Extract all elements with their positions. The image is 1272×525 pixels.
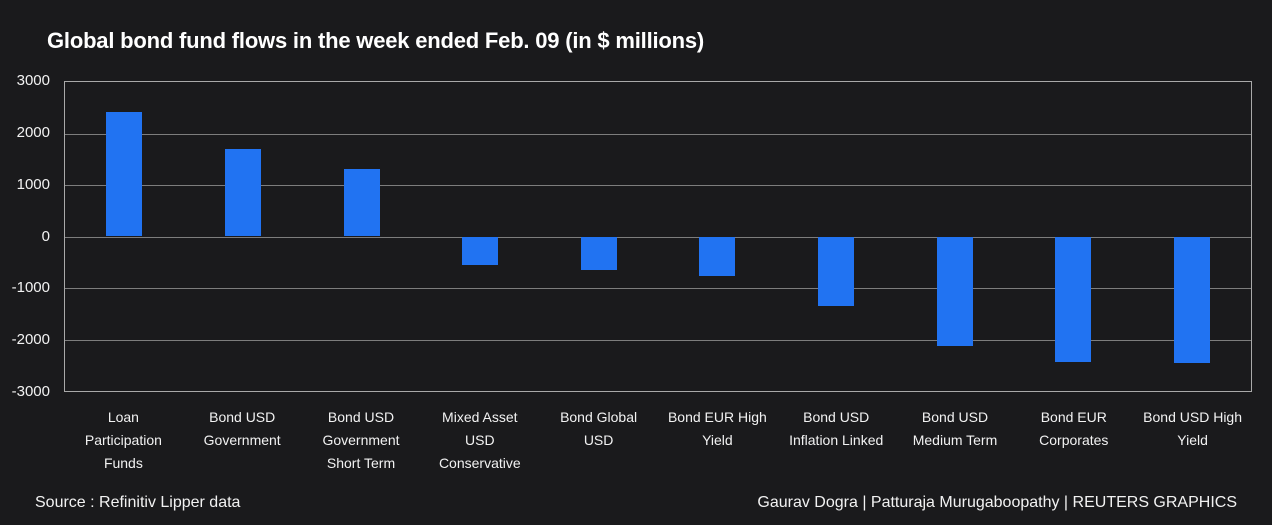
y-tick-label: 1000	[16, 175, 50, 193]
bar-8	[936, 236, 973, 346]
bar-5	[580, 236, 617, 271]
source-note: Source : Refinitiv Lipper data	[35, 494, 241, 511]
gridline	[65, 236, 1251, 238]
bar-7	[817, 236, 854, 307]
gridline	[65, 339, 1251, 341]
x-tick-label: Bond USD Government	[203, 409, 281, 448]
plot-area	[64, 81, 1252, 392]
x-tick-label: Bond USD Inflation Linked	[789, 409, 884, 448]
gridline	[65, 185, 1251, 186]
x-tick-label: Bond EUR High Yield	[667, 409, 767, 448]
x-axis: Loan Participation Funds Bond USD Governm…	[64, 406, 1252, 484]
bar-1	[106, 111, 143, 237]
x-tick-label: Loan Participation Funds	[84, 409, 162, 471]
y-axis: 3000 2000 1000 0 -1000 -2000 -3000	[0, 73, 50, 400]
y-tick-label: 2000	[16, 123, 50, 141]
bar-9	[1055, 236, 1092, 362]
bar-3	[343, 169, 380, 237]
y-tick-label: -2000	[11, 331, 50, 349]
bar-6	[699, 236, 736, 276]
y-tick-label: -3000	[11, 383, 50, 400]
x-tick-label: Bond EUR Corporates	[1039, 409, 1109, 448]
bar-2	[224, 148, 261, 237]
gridline	[65, 133, 1251, 135]
x-tick-label: Bond Global USD	[560, 409, 638, 448]
chart-title: Global bond fund flows in the week ended…	[47, 28, 705, 53]
gridline	[65, 288, 1251, 289]
bar-10	[1173, 236, 1210, 364]
x-tick-label: Bond USD High Yield	[1143, 409, 1242, 448]
y-tick-label: 3000	[16, 72, 50, 89]
y-tick-label: 0	[41, 227, 50, 245]
x-tick-label: Mixed Asset USD Conservative	[438, 409, 521, 471]
bar-4	[462, 236, 499, 266]
credits: Gaurav Dogra | Patturaja Murugaboopathy …	[757, 494, 1237, 511]
x-tick-label: Bond USD Government Short Term	[322, 409, 400, 471]
y-tick-label: -1000	[11, 279, 50, 297]
x-tick-label: Bond USD Medium Term	[912, 409, 998, 448]
